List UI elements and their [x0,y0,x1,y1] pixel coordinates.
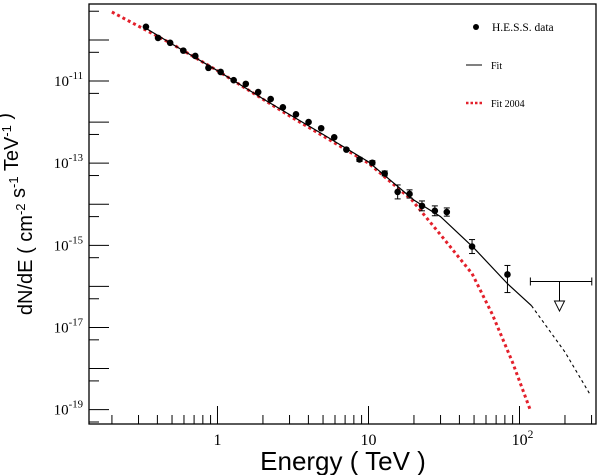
data-point [305,118,312,126]
y-tick-label: 10-19 [54,399,83,419]
data-point [468,243,476,250]
legend-label: H.E.S.S. data [492,22,554,34]
legend-marker [473,24,479,30]
data-point [330,133,338,141]
data-point [217,68,224,76]
y-tick-label: 10-17 [54,316,84,336]
data-point [343,146,350,153]
fit-extrapolation-curve [531,305,590,394]
data-point [205,64,212,72]
data-point [154,34,162,42]
y-tick-label: 10-13 [54,152,83,172]
x-tick-label: 1 [213,432,221,449]
data-point [254,88,262,96]
y-tick-label: 10-11 [54,70,83,90]
data-point [431,207,439,215]
tick-labels: 1 10 102 10-11 10-13 10-15 10-17 10-19 [54,70,534,449]
x-tick-label: 102 [512,429,534,449]
y-tick-label: 10-15 [54,234,83,254]
data-point [279,104,287,111]
data-point [267,95,274,103]
data-point [191,52,199,60]
x-tick-label: 10 [360,432,376,449]
fit-2004-curve [111,10,532,411]
legend: H.E.S.S. data Fit Fit 2004 [466,22,554,110]
fit-curve [144,27,532,307]
legend-label: Fit 2004 [491,99,525,110]
data-point [369,159,376,167]
data-point [443,208,451,216]
legend-label: Fit [491,61,502,72]
y-axis-label: dN/dE ( cm-2 s-1 TeV-1 ) [0,113,37,315]
data-point [166,39,174,47]
axis-ticks [89,10,593,424]
plot-frame [88,3,597,425]
data-points [142,23,593,313]
upper-limit-arrow-icon [553,300,566,313]
data-point [418,202,426,210]
data-point [504,271,511,278]
data-point [406,190,413,198]
data-point [381,170,388,177]
data-point [142,23,150,31]
data-point [230,76,237,84]
data-point [394,188,401,196]
data-point [356,156,363,163]
data-point [317,124,325,132]
x-axis-label: Energy ( TeV ) [260,446,426,475]
curves [111,10,590,411]
data-point [180,47,187,54]
data-point [292,110,300,118]
data-point [242,80,250,88]
